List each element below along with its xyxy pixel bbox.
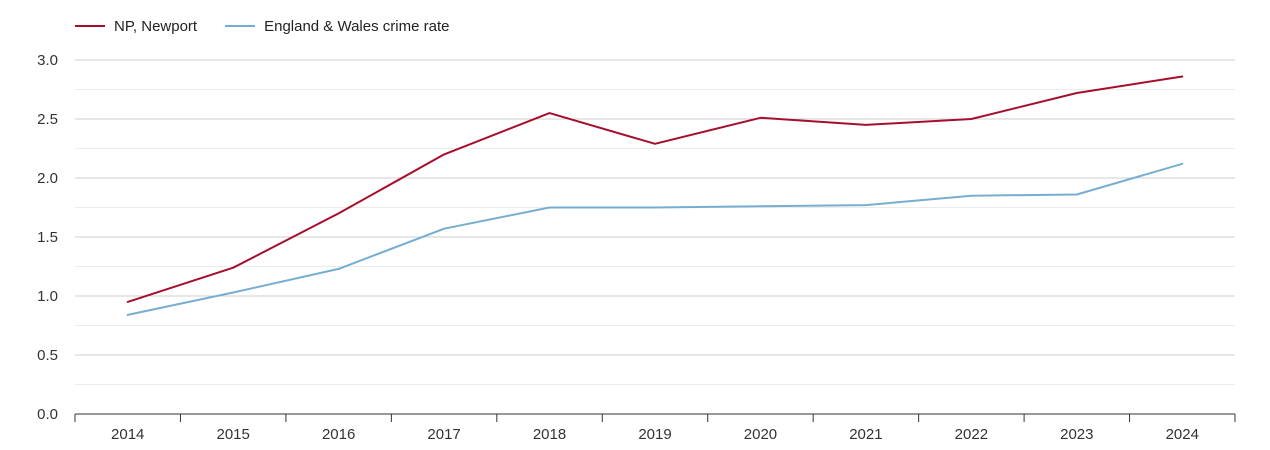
y-tick-label: 2.5	[37, 111, 58, 128]
y-tick-label: 0.0	[37, 406, 58, 423]
x-tick-label: 2018	[533, 426, 566, 443]
y-tick-label: 0.5	[37, 347, 58, 364]
legend-item-newport[interactable]: NP, Newport	[75, 18, 197, 35]
y-tick-label: 2.0	[37, 170, 58, 187]
x-tick-label: 2016	[322, 426, 355, 443]
x-tick-label: 2014	[111, 426, 144, 443]
x-tick-label: 2019	[638, 426, 671, 443]
y-tick-label: 1.5	[37, 229, 58, 246]
legend-swatch-newport	[75, 25, 105, 27]
legend-label-england-wales: England & Wales crime rate	[264, 17, 450, 35]
x-tick-label: 2017	[427, 426, 460, 443]
x-tick-label: 2021	[849, 426, 882, 443]
x-tick-label: 2020	[744, 426, 777, 443]
chart-legend: NP, Newport England & Wales crime rate	[75, 14, 449, 38]
y-tick-label: 3.0	[37, 52, 58, 69]
legend-label-newport: NP, Newport	[114, 17, 198, 35]
y-tick-label: 1.0	[37, 288, 58, 305]
x-tick-label: 2022	[955, 426, 988, 443]
gridlines	[75, 59, 1235, 385]
series-lines	[126, 75, 1184, 316]
x-tick-label: 2024	[1166, 426, 1199, 443]
series-line-newport[interactable]	[126, 75, 1184, 303]
tick-labels: 0.0 0.5 1.0 1.5 2.0 2.5 3.0 2014 2015 2016 2017 201…	[37, 52, 1199, 443]
x-tick-label: 2023	[1060, 426, 1093, 443]
x-tick-label: 2015	[216, 426, 249, 443]
legend-swatch-england-wales	[225, 25, 256, 27]
legend-item-england-wales[interactable]: England & Wales crime rate	[225, 18, 449, 35]
series-line-england-wales[interactable]	[126, 162, 1184, 316]
axes	[74, 413, 1236, 422]
